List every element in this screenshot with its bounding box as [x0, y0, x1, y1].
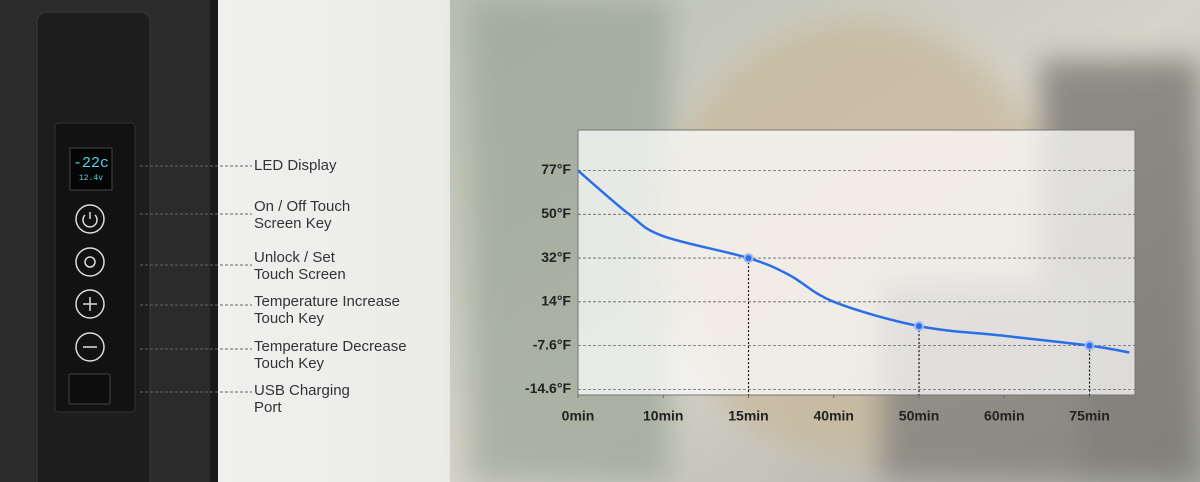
x-tick-label: 0min [562, 408, 595, 424]
x-tick-label: 60min [984, 408, 1024, 424]
svg-text:-22c: -22c [73, 155, 109, 172]
point-marker [914, 321, 925, 332]
panel-label: Unlock / Set [254, 249, 336, 266]
x-tick-label: 75min [1069, 408, 1109, 424]
panel-label: Temperature Increase [254, 293, 400, 310]
x-tick-label: 50min [899, 408, 939, 424]
panel-label: USB Charging [254, 382, 350, 399]
y-tick-label: -14.6°F [525, 380, 572, 396]
x-tick-label: 10min [643, 408, 683, 424]
svg-text:12.4v: 12.4v [79, 174, 103, 183]
panel-label: On / Off Touch [254, 198, 350, 215]
x-tick-label: 15min [728, 408, 768, 424]
panel-label: Temperature Decrease [254, 338, 407, 355]
y-tick-label: 77°F [541, 161, 571, 177]
fridge-panel: -22c 12.4v [0, 0, 218, 482]
y-tick-label: 32°F [541, 249, 571, 265]
panel-label: Touch Screen [254, 266, 346, 283]
point-marker [743, 253, 754, 264]
line-series [577, 169, 1130, 354]
point-marker [1084, 340, 1095, 351]
plot-area [577, 129, 1136, 396]
panel-label: Touch Key [254, 355, 325, 372]
panel-label: LED Display [254, 157, 337, 174]
panel-label: Touch Key [254, 310, 325, 327]
panel-label: Screen Key [254, 215, 332, 232]
y-tick-label: -7.6°F [533, 336, 572, 352]
y-tick-label: 50°F [541, 205, 571, 221]
leader-lines [140, 165, 252, 393]
y-tick-label: 14°F [541, 293, 571, 309]
panel-label: Port [254, 399, 282, 416]
x-tick-label: 40min [814, 408, 854, 424]
